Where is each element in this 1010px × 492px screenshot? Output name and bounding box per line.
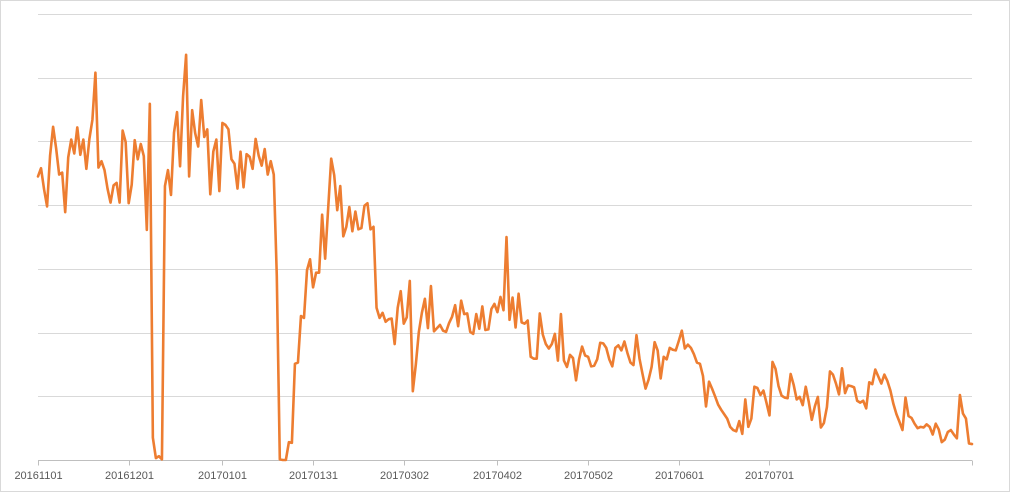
x-tick-label: 20170502 [564, 470, 613, 482]
x-tick-label: 20170601 [655, 470, 704, 482]
series-line [36, 53, 974, 462]
x-tick-label: 20170131 [289, 470, 338, 482]
x-tick-label: 20161101 [14, 470, 62, 482]
x-axis [38, 460, 973, 466]
x-tick-label: 20170101 [198, 470, 247, 482]
x-tick-label: 20170701 [745, 470, 794, 482]
x-tick-labels: 20161101 20161201 20170101 20170131 20170302… [14, 470, 794, 482]
gridlines [38, 14, 972, 397]
x-tick-label: 20161201 [105, 470, 154, 482]
series-layer [36, 53, 974, 462]
x-tick-label: 20170302 [380, 470, 429, 482]
x-tick-label: 20170402 [473, 470, 522, 482]
